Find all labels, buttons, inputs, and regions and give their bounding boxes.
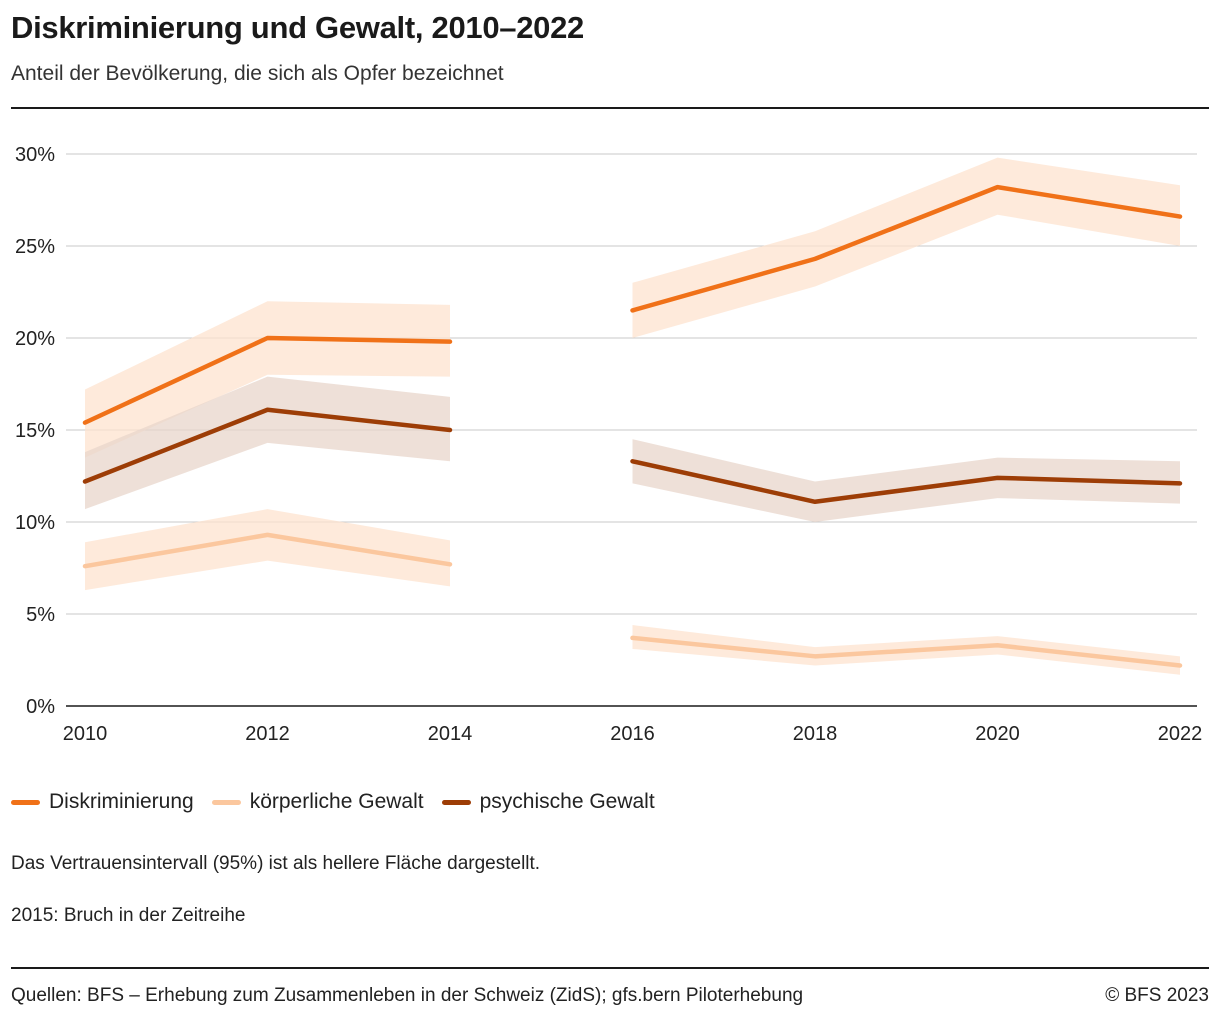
series-line <box>630 184 1183 313</box>
legend-label: körperliche Gewalt <box>249 790 424 813</box>
chart-subtitle: Anteil der Bevölkerung, die sich als Opf… <box>11 62 504 85</box>
y-tick-label: 5% <box>26 604 55 626</box>
x-tick-label: 2020 <box>975 723 1020 745</box>
y-tick-label: 10% <box>15 512 55 534</box>
y-tick-label: 0% <box>26 696 55 718</box>
legend-item: Diskriminierung <box>11 790 194 814</box>
x-tick-label: 2014 <box>428 723 473 745</box>
y-tick-label: 20% <box>15 328 55 350</box>
series-lines <box>82 184 1183 668</box>
x-tick-label: 2012 <box>245 723 290 745</box>
confidence-band <box>632 439 1180 522</box>
x-tick-label: 2022 <box>1158 723 1203 745</box>
confidence-band <box>85 376 450 510</box>
legend-swatch <box>11 799 40 805</box>
legend-item: körperliche Gewalt <box>211 790 424 814</box>
confidence-band <box>632 157 1180 338</box>
legend-label: psychische Gewalt <box>479 790 655 813</box>
legend-swatch <box>441 799 471 805</box>
x-tick-label: 2018 <box>793 723 838 745</box>
line-chart: 0% 5% 10% 15% 20% 25% 30% 2010 2012 2014 2016 2018 2… <box>15 144 1202 745</box>
break-note: 2015: Bruch in der Zeitreihe <box>11 905 246 926</box>
legend-item: psychische Gewalt <box>441 790 655 814</box>
ci-note: Das Vertrauensintervall (95%) ist als he… <box>11 853 541 874</box>
series-line <box>630 635 1183 668</box>
grid-lines <box>66 153 1197 707</box>
chart-title: Diskriminierung und Gewalt, 2010–2022 <box>11 10 584 45</box>
copyright-text: © BFS 2023 <box>1105 985 1209 1006</box>
axis-labels: 0% 5% 10% 15% 20% 25% 30% 2010 2012 2014 2016 2018 2… <box>15 144 1202 745</box>
series-line <box>82 407 453 484</box>
y-tick-label: 30% <box>15 144 55 166</box>
series-line <box>630 459 1183 505</box>
source-text: Quellen: BFS – Erhebung zum Zusammenlebe… <box>11 985 804 1006</box>
y-tick-label: 25% <box>15 236 55 258</box>
x-tick-label: 2010 <box>63 723 108 745</box>
legend-swatch <box>211 799 241 805</box>
x-tick-label: 2016 <box>610 723 655 745</box>
series-line <box>82 335 453 425</box>
header-divider <box>11 107 1209 109</box>
series-line <box>82 532 453 569</box>
y-tick-label: 15% <box>15 420 55 442</box>
legend-label: Diskriminierung <box>49 790 194 813</box>
legend: Diskriminierung körperliche Gewalt psychis… <box>11 790 655 814</box>
confidence-band <box>85 509 450 591</box>
footer-divider <box>11 967 1209 969</box>
